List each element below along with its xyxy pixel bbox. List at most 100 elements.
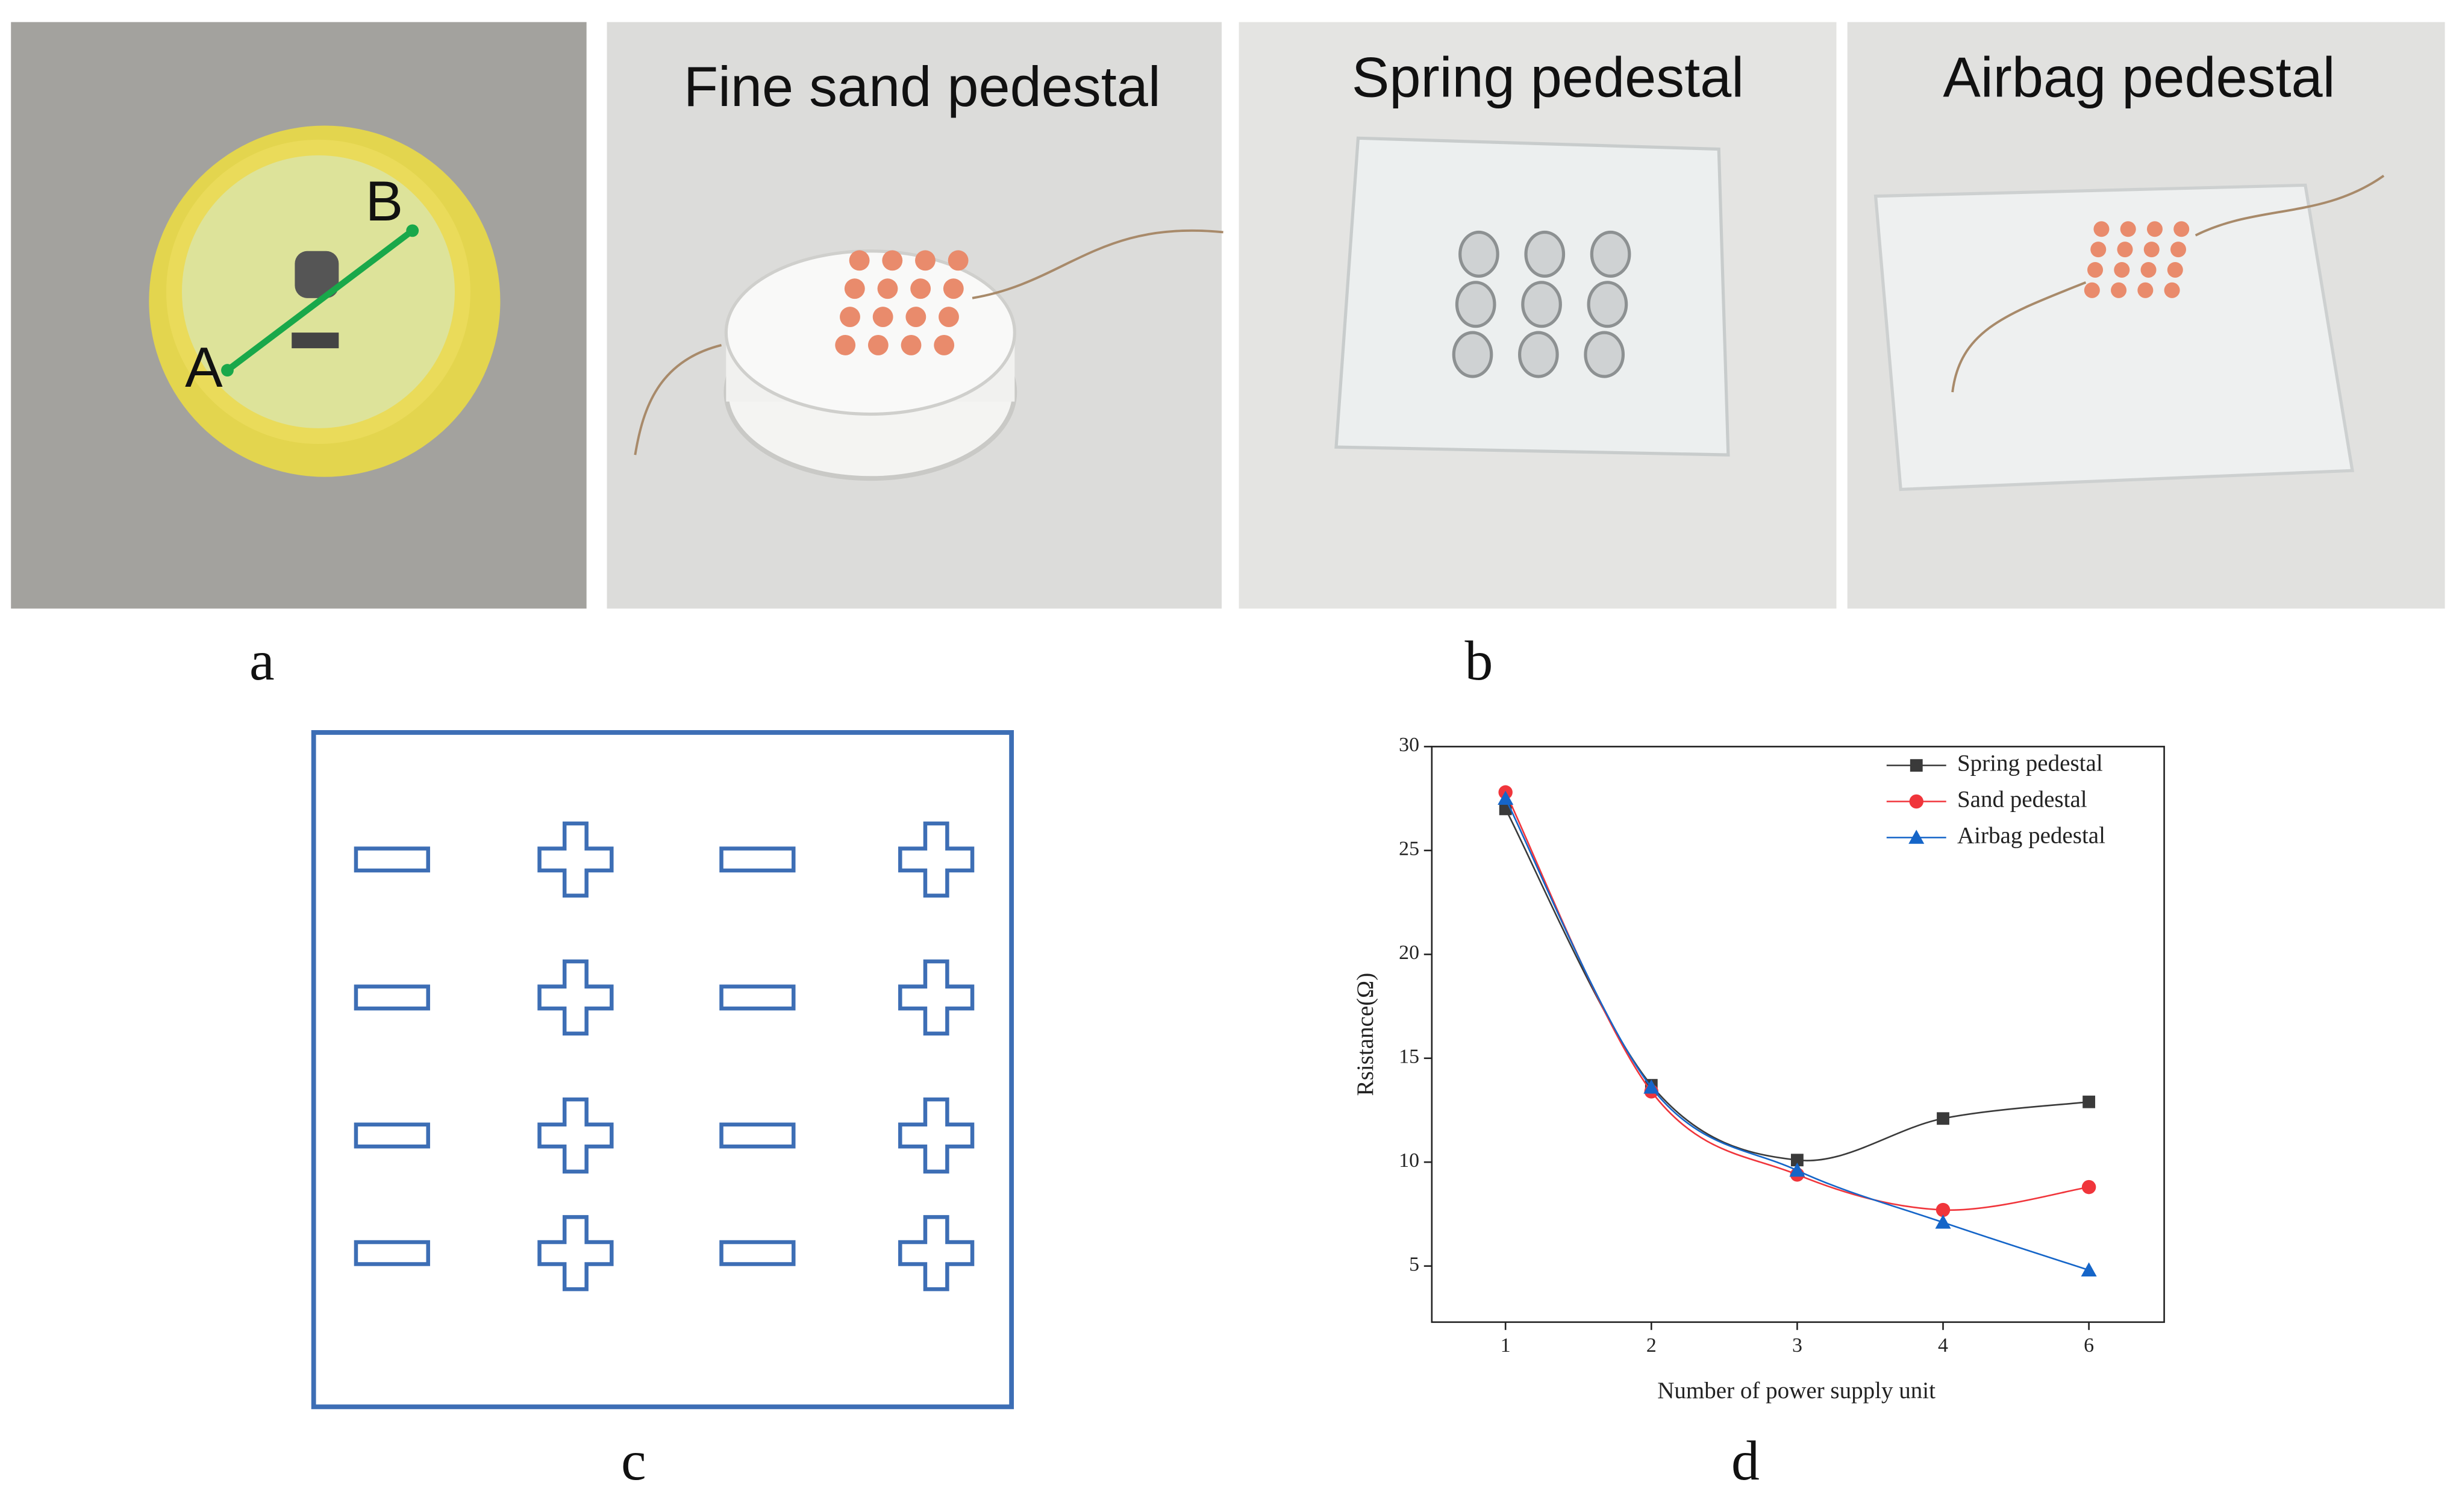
- spring: [1590, 230, 1631, 278]
- electrode: [872, 307, 893, 327]
- legend-marker: [1909, 794, 1923, 809]
- electrode: [2173, 221, 2190, 237]
- electrode: [2170, 242, 2187, 258]
- spring: [1584, 331, 1625, 378]
- airbag: [1873, 183, 2355, 492]
- panel-label: c: [621, 1429, 646, 1492]
- electrode: [915, 250, 936, 271]
- data-point: [1935, 1214, 1951, 1229]
- y-tick-label: 15: [1399, 1046, 1419, 1068]
- electrode: [2140, 261, 2157, 278]
- electrode: [948, 250, 969, 271]
- arrow-end: [406, 224, 419, 237]
- legend-marker: [1910, 759, 1923, 772]
- legend-label: Sand pedestal: [1957, 786, 2087, 812]
- y-tick-label: 30: [1399, 734, 1419, 756]
- x-tick-label: 2: [1646, 1334, 1657, 1357]
- y-tick-label: 20: [1399, 942, 1419, 964]
- legend-label: Spring pedestal: [1957, 751, 2103, 776]
- data-point: [1790, 1154, 1804, 1167]
- electrode: [2084, 282, 2100, 298]
- electrode: [2093, 221, 2110, 237]
- chip: [295, 251, 339, 298]
- panel-label: d: [1731, 1429, 1760, 1492]
- plus-electrode: [898, 959, 975, 1036]
- petri-dish-top: [724, 249, 1016, 416]
- data-point: [1936, 1202, 1951, 1217]
- plus-electrode: [898, 1215, 975, 1292]
- electrode: [2167, 261, 2183, 278]
- panel-label: b: [1464, 629, 1493, 692]
- electrode: [2137, 282, 2154, 298]
- x-tick-label: 1: [1501, 1334, 1511, 1357]
- electrode: [943, 278, 964, 299]
- wire: [1951, 175, 2385, 393]
- data-point: [1789, 1162, 1805, 1177]
- x-tick-label: 6: [2084, 1334, 2094, 1357]
- electrode-grid: [835, 250, 969, 355]
- spring: [1524, 230, 1566, 278]
- photo-title: Airbag pedestal: [1943, 45, 2335, 108]
- plus-electrode: [898, 1097, 975, 1174]
- electrode: [882, 250, 903, 271]
- electrode: [2114, 261, 2130, 278]
- electrode: [2120, 221, 2136, 237]
- minus-electrode: [354, 846, 430, 873]
- x-axis-label: Number of power supply unit: [1657, 1378, 1936, 1404]
- photo-title: Spring pedestal: [1352, 45, 1744, 108]
- legend-marker: [1908, 829, 1925, 844]
- plus-electrode: [537, 1215, 614, 1292]
- data-point: [1937, 1112, 1949, 1125]
- series-line: [1505, 808, 2089, 1161]
- data-point: [2081, 1262, 2097, 1276]
- minus-electrode: [354, 984, 430, 1011]
- plus-electrode: [537, 1097, 614, 1174]
- electrode: [910, 278, 931, 299]
- series-line: [1505, 792, 2089, 1211]
- y-tick-label: 5: [1409, 1253, 1419, 1275]
- y-tick-label: 25: [1399, 838, 1419, 860]
- electrode: [901, 335, 922, 355]
- y-axis-label: Rsistance(Ω): [1352, 973, 1378, 1096]
- data-point: [2082, 1095, 2096, 1108]
- minus-electrode: [719, 1240, 796, 1266]
- electrode: [844, 278, 865, 299]
- minus-electrode: [354, 1122, 430, 1149]
- arrow-end: [221, 364, 234, 376]
- diameter-arrow: [225, 228, 414, 373]
- minus-electrode: [354, 1240, 430, 1266]
- electrode: [2143, 242, 2160, 258]
- x-tick-label: 3: [1792, 1334, 1802, 1357]
- layout-frame: [311, 730, 1014, 1410]
- spring: [1452, 331, 1493, 378]
- electrode-grid: [2084, 221, 2190, 298]
- chip-pins: [292, 333, 339, 349]
- minus-electrode: [719, 984, 796, 1011]
- spring: [1455, 281, 1496, 328]
- spring: [1518, 331, 1559, 378]
- electrode: [905, 307, 926, 327]
- plus-electrode: [898, 821, 975, 898]
- x-tick-label: 4: [1938, 1334, 1948, 1357]
- spring-grid: [1452, 230, 1631, 378]
- spring: [1587, 281, 1628, 328]
- data-point: [2081, 1179, 2096, 1195]
- electrode: [840, 307, 860, 327]
- electrode: [2087, 261, 2104, 278]
- electrode: [835, 335, 856, 355]
- plus-electrode: [537, 959, 614, 1036]
- electrode: [849, 250, 870, 271]
- electrode: [2146, 221, 2163, 237]
- legend-label: Airbag pedestal: [1957, 822, 2105, 848]
- electrode: [934, 335, 955, 355]
- electrode-layout: [354, 821, 975, 1292]
- electrode: [939, 307, 959, 327]
- series-line: [1505, 798, 2090, 1271]
- wire: [634, 229, 1223, 455]
- point-label: B: [366, 169, 404, 233]
- point-label: A: [185, 336, 223, 399]
- electrode: [2090, 242, 2107, 258]
